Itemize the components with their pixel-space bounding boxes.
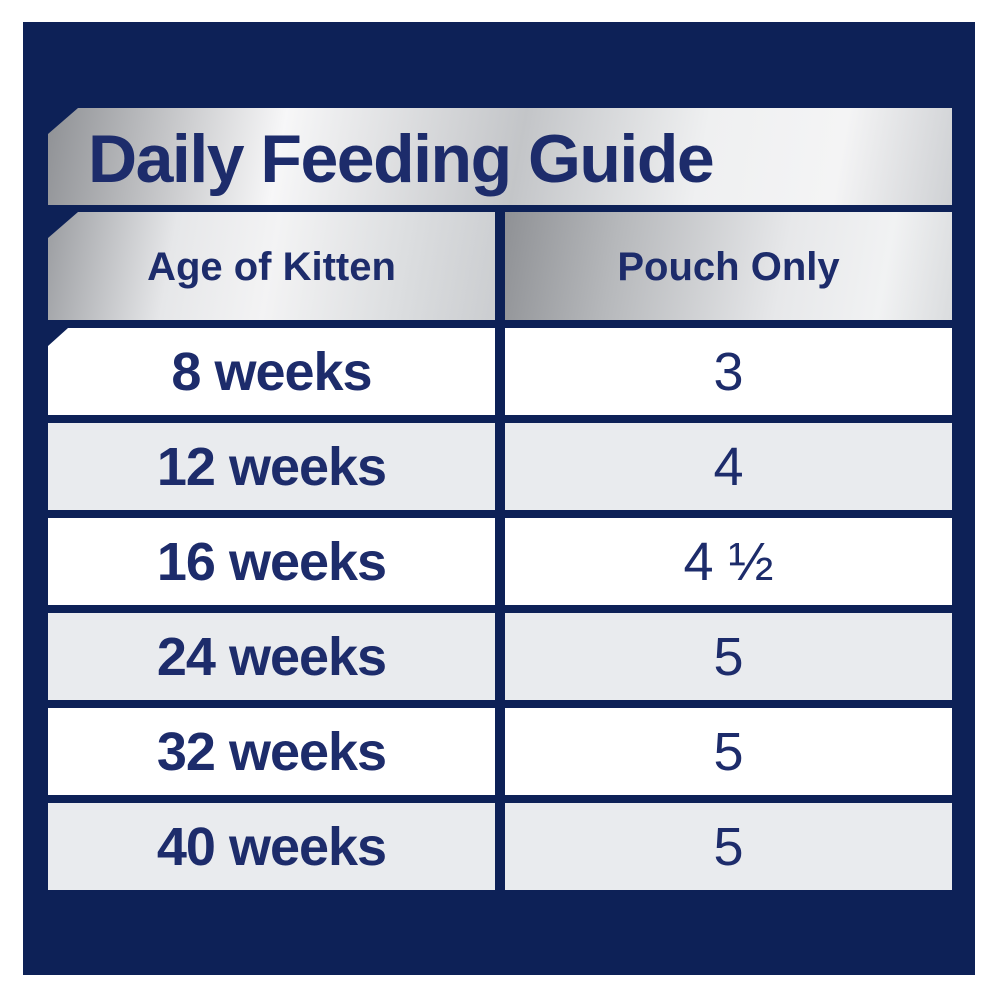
pouch-count: 5 <box>713 721 744 782</box>
column-header-label: Age of Kitten <box>147 244 396 289</box>
feeding-guide-content: Daily Feeding Guide Age of Kitten Pouch … <box>48 108 952 890</box>
column-header-label: Pouch Only <box>617 244 840 289</box>
table-row: 32 weeks 5 <box>48 708 952 795</box>
table-row: 24 weeks 5 <box>48 613 952 700</box>
pouch-count: 3 <box>713 341 744 402</box>
age-value: 24 weeks <box>156 626 387 687</box>
table-row: 12 weeks 4 <box>48 423 952 510</box>
age-cell: 12 weeks <box>48 423 495 510</box>
age-cell: 16 weeks <box>48 518 495 605</box>
pouch-cell: 3 <box>505 328 952 415</box>
age-value: 12 weeks <box>156 436 387 497</box>
page-title: Daily Feeding Guide <box>88 120 715 197</box>
pouch-count: 5 <box>713 626 744 687</box>
pouch-cell: 5 <box>505 708 952 795</box>
column-header-age-of-kitten: Age of Kitten <box>48 212 495 320</box>
pouch-cell: 5 <box>505 613 952 700</box>
age-value: 32 weeks <box>156 721 387 782</box>
table-row: 40 weeks 5 <box>48 803 952 890</box>
pouch-cell: 5 <box>505 803 952 890</box>
table-header-row: Age of Kitten Pouch Only <box>48 212 952 320</box>
age-value: 16 weeks <box>156 531 387 592</box>
pouch-cell: 4 ½ <box>505 518 952 605</box>
age-cell: 40 weeks <box>48 803 495 890</box>
feeding-guide-panel: Daily Feeding Guide Age of Kitten Pouch … <box>23 22 975 975</box>
pouch-count: 4 ½ <box>683 531 774 592</box>
column-header-pouch-only: Pouch Only <box>505 212 952 320</box>
age-cell: 32 weeks <box>48 708 495 795</box>
pouch-cell: 4 <box>505 423 952 510</box>
age-value: 8 weeks <box>171 341 372 402</box>
title-banner: Daily Feeding Guide <box>48 108 952 205</box>
age-cell: 24 weeks <box>48 613 495 700</box>
pouch-count: 5 <box>713 816 744 877</box>
age-cell: 8 weeks <box>48 328 495 415</box>
table-row: 8 weeks 3 <box>48 328 952 415</box>
table-row: 16 weeks 4 ½ <box>48 518 952 605</box>
pouch-count: 4 <box>713 436 744 497</box>
age-value: 40 weeks <box>156 816 387 877</box>
